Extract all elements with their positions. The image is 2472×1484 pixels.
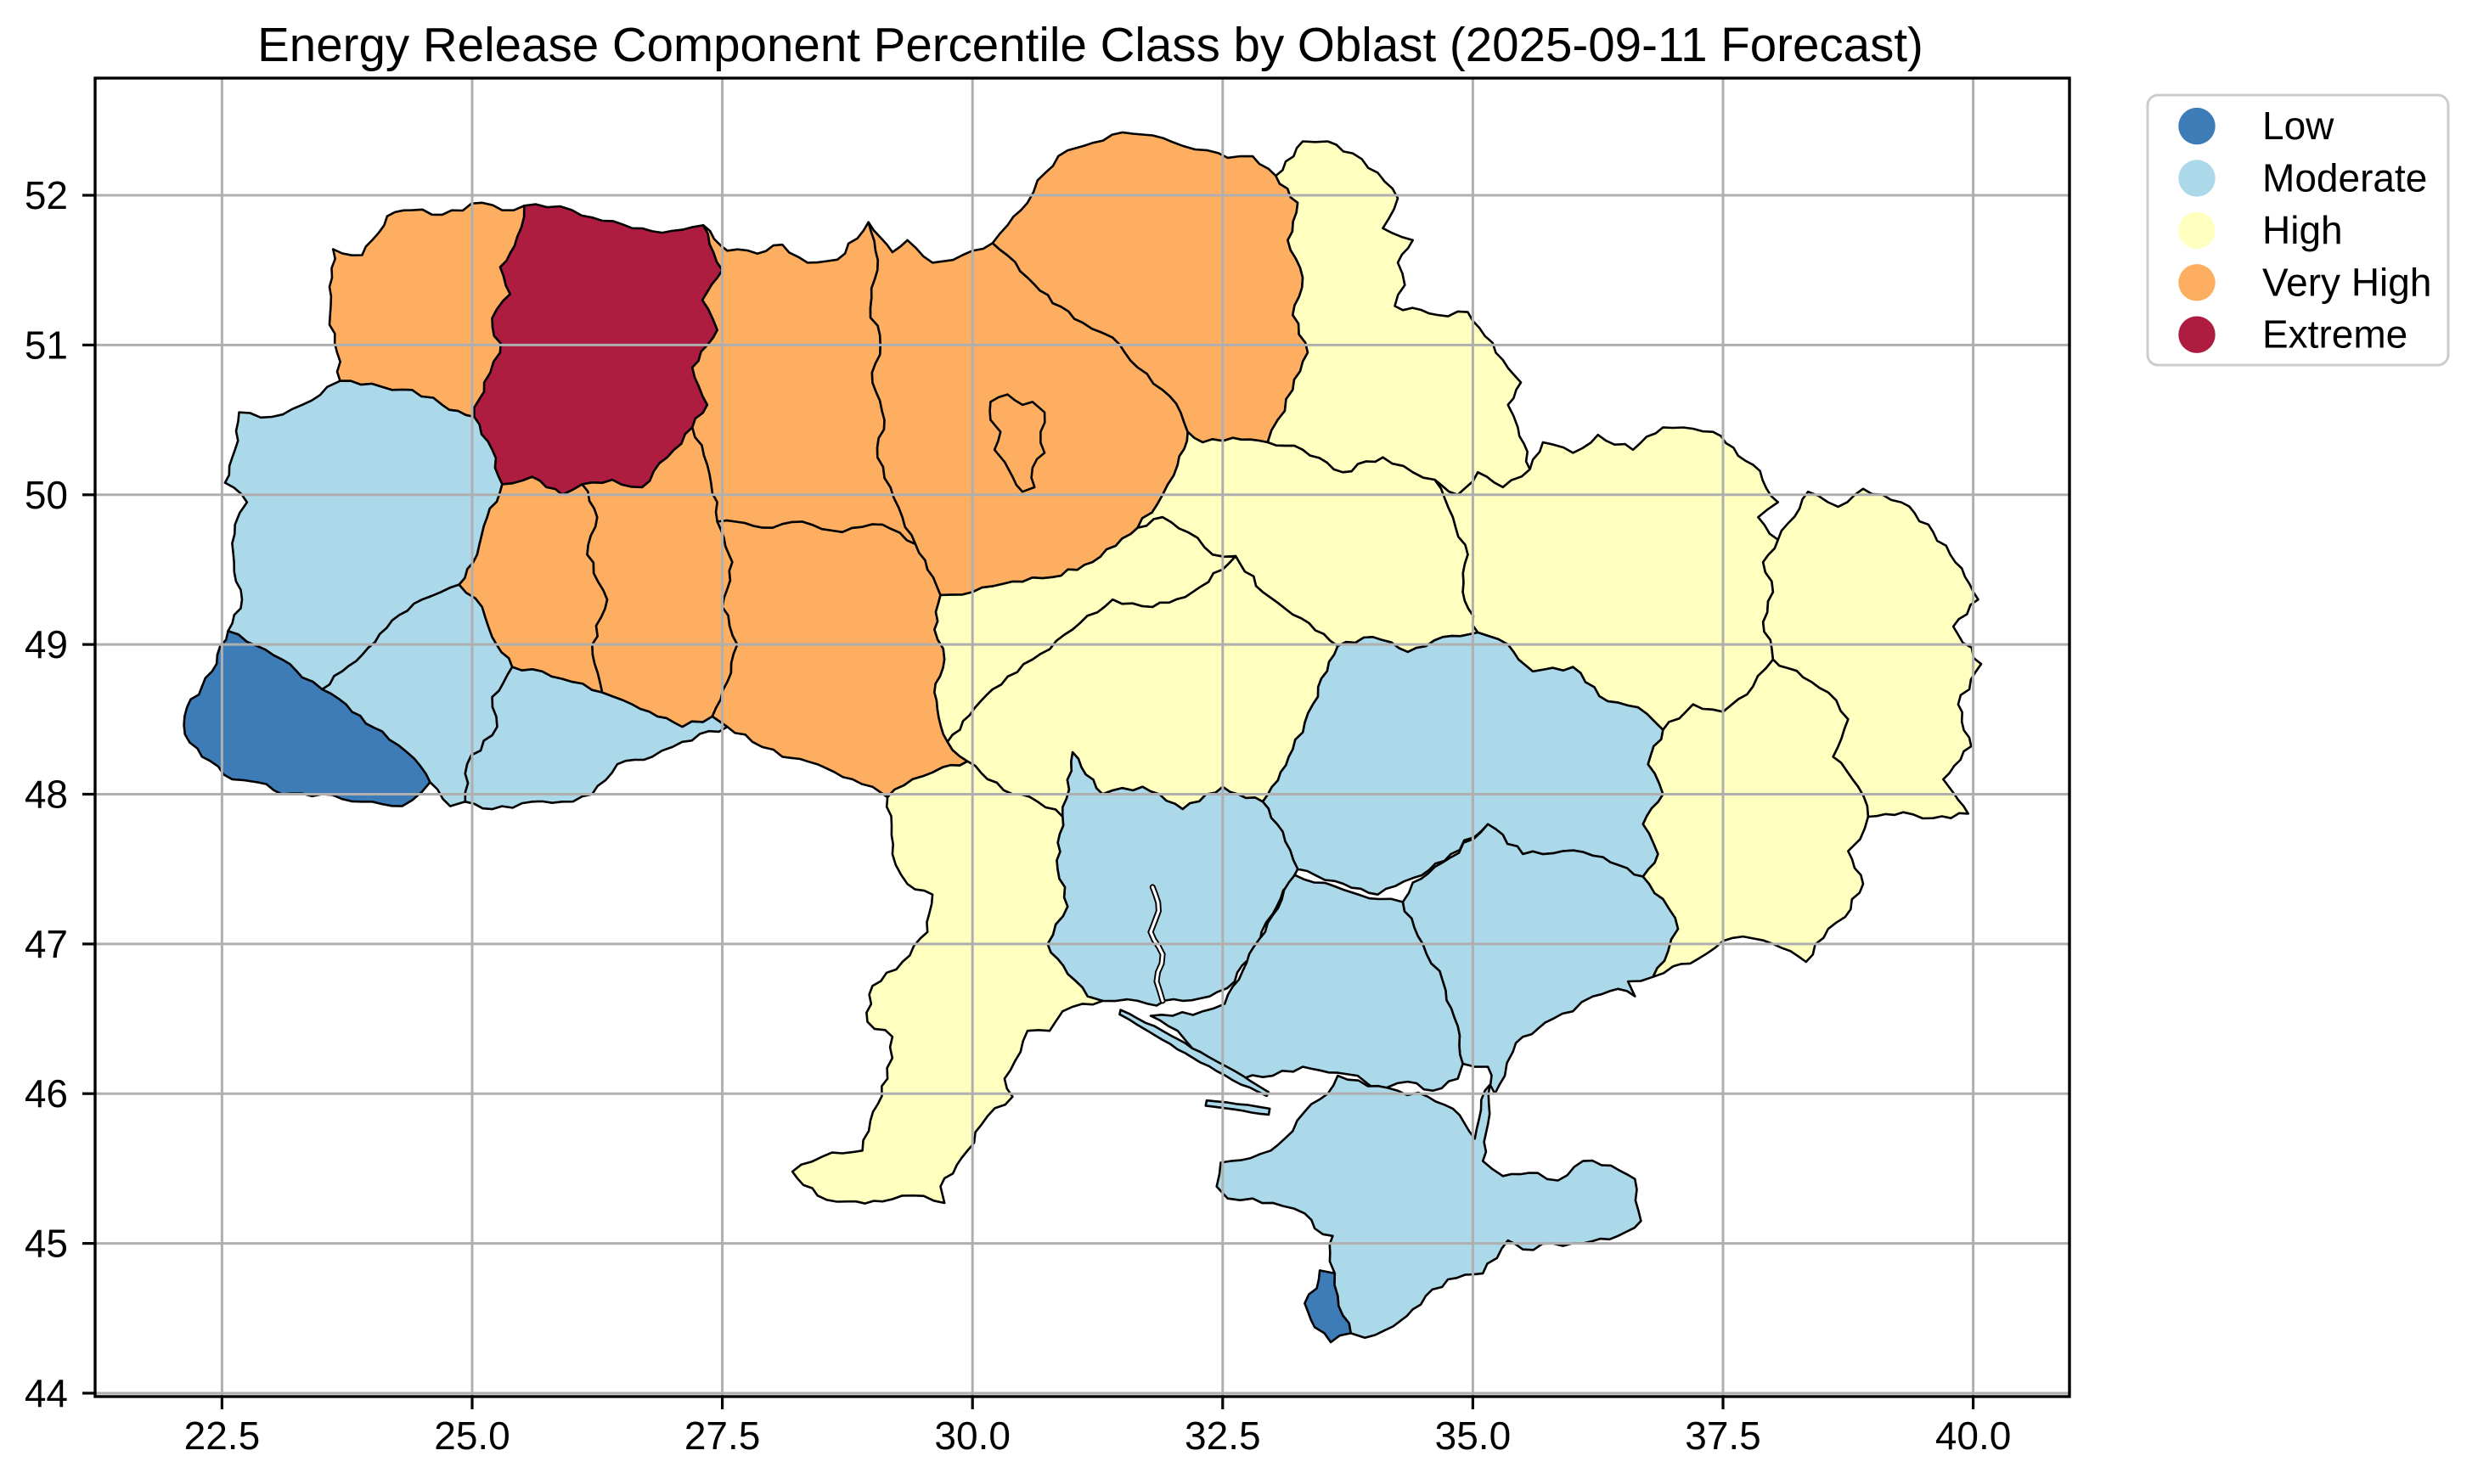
- svg-text:Moderate: Moderate: [2262, 156, 2427, 200]
- svg-text:22.5: 22.5: [184, 1414, 261, 1458]
- svg-text:40.0: 40.0: [1935, 1414, 2012, 1458]
- svg-text:Energy Release Component Perce: Energy Release Component Percentile Clas…: [257, 18, 1923, 71]
- svg-text:50: 50: [25, 473, 68, 517]
- svg-text:37.5: 37.5: [1685, 1414, 1761, 1458]
- svg-text:46: 46: [25, 1071, 68, 1116]
- svg-text:44: 44: [25, 1371, 68, 1415]
- svg-text:Low: Low: [2262, 104, 2334, 148]
- svg-text:Very High: Very High: [2262, 260, 2431, 304]
- svg-text:52: 52: [25, 173, 68, 217]
- svg-text:45: 45: [25, 1222, 68, 1266]
- svg-text:51: 51: [25, 323, 68, 367]
- svg-text:32.5: 32.5: [1185, 1414, 1261, 1458]
- svg-text:Extreme: Extreme: [2262, 312, 2407, 357]
- svg-text:27.5: 27.5: [684, 1414, 761, 1458]
- svg-text:49: 49: [25, 622, 68, 666]
- svg-text:High: High: [2262, 208, 2343, 252]
- svg-text:30.0: 30.0: [934, 1414, 1011, 1458]
- svg-text:35.0: 35.0: [1435, 1414, 1512, 1458]
- svg-text:47: 47: [25, 922, 68, 966]
- svg-text:48: 48: [25, 773, 68, 817]
- svg-text:25.0: 25.0: [434, 1414, 510, 1458]
